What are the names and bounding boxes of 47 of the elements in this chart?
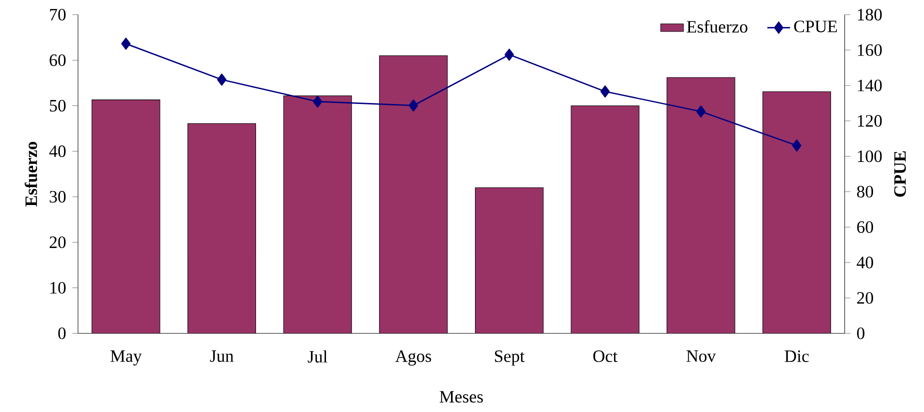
- point: [696, 106, 706, 118]
- legend-label: CPUE: [794, 20, 837, 32]
- legend-label: Esfuerzo: [686, 20, 748, 33]
- y-tick-label: 60: [50, 54, 66, 66]
- bar: [92, 100, 160, 334]
- y2-tick-label: 180: [858, 8, 882, 21]
- y-tick-label: 40: [49, 145, 66, 158]
- x-tick-label: Sept: [495, 350, 525, 366]
- x-tick-label: Jul: [308, 350, 328, 363]
- x-tick-label: Agos: [395, 350, 432, 366]
- x-tick-label: Oct: [593, 350, 618, 362]
- y2-tick-label: 60: [857, 221, 874, 233]
- y2-tick-label: 0: [857, 327, 864, 340]
- x-axis-title: Meses: [440, 391, 483, 403]
- point: [792, 139, 802, 152]
- point: [504, 48, 514, 61]
- y-tick-label: 70: [50, 8, 66, 21]
- y-tick-label: 50: [50, 100, 66, 112]
- y2-tick-label: 20: [857, 292, 874, 304]
- y2-tick-label: 100: [858, 150, 882, 162]
- bar: [570, 105, 640, 334]
- x-tick-label: Nov: [686, 350, 716, 362]
- bar: [762, 91, 832, 334]
- y2-tick-label: 160: [858, 44, 882, 56]
- point: [312, 96, 322, 108]
- y-tick-label: 20: [50, 236, 66, 248]
- y2-tick-label: 120: [858, 115, 882, 127]
- x-tick-label: Dic: [784, 350, 809, 362]
- bar: [474, 187, 544, 334]
- y2-tick-label: 80: [857, 186, 874, 198]
- bar: [666, 77, 736, 334]
- bar: [187, 123, 256, 334]
- y2-axis-title: CPUE: [894, 151, 906, 197]
- y-axis-title: Esfuerzo: [24, 142, 38, 206]
- y2-tick-label: 40: [856, 256, 874, 268]
- y-tick-label: 0: [58, 327, 66, 340]
- point: [121, 38, 131, 50]
- y-tick-label: 30: [50, 190, 66, 203]
- bar: [283, 95, 352, 334]
- point: [408, 99, 418, 112]
- point: [600, 86, 610, 98]
- x-tick-label: May: [110, 350, 142, 366]
- x-tick-label: Jun: [210, 350, 234, 362]
- point: [217, 74, 226, 86]
- y-tick-label: 10: [50, 282, 66, 294]
- bar: [379, 55, 448, 334]
- y2-tick-label: 140: [858, 80, 882, 92]
